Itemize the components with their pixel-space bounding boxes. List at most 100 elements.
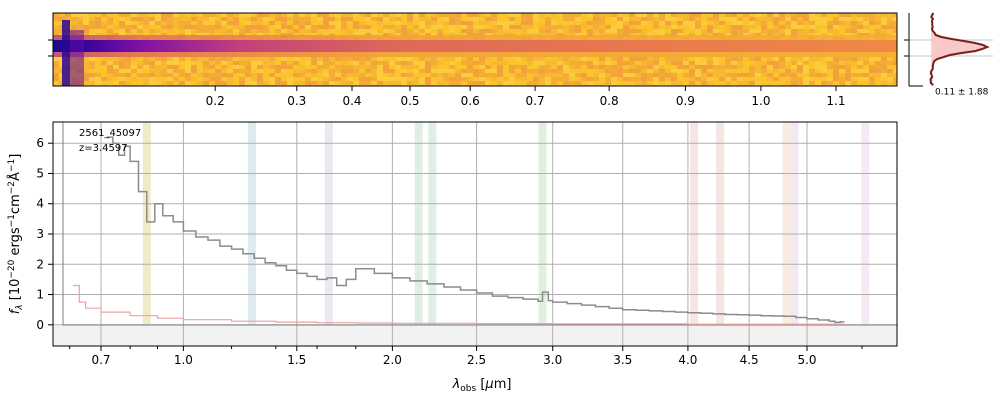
noise-cell bbox=[731, 61, 737, 65]
noise-cell bbox=[713, 73, 719, 77]
noise-cell bbox=[329, 25, 335, 29]
noise-cell bbox=[515, 77, 521, 81]
noise-cell bbox=[695, 65, 701, 69]
noise-cell bbox=[827, 69, 833, 73]
noise-cell bbox=[245, 25, 251, 29]
line-band-10 bbox=[861, 122, 870, 325]
noise-cell bbox=[533, 77, 539, 81]
noise-cell bbox=[809, 65, 815, 69]
noise-cell bbox=[497, 65, 503, 69]
noise-cell bbox=[455, 13, 461, 17]
noise-cell bbox=[857, 77, 863, 81]
noise-cell bbox=[605, 65, 611, 69]
noise-cell bbox=[713, 17, 719, 21]
noise-cell bbox=[611, 61, 617, 65]
noise-cell bbox=[233, 25, 239, 29]
noise-cell bbox=[473, 65, 479, 69]
noise-cell bbox=[227, 57, 233, 61]
noise-cell bbox=[659, 77, 665, 81]
noise-cell bbox=[863, 17, 869, 21]
noise-cell bbox=[521, 29, 527, 33]
noise-cell bbox=[593, 13, 599, 17]
noise-cell bbox=[467, 21, 473, 25]
noise-cell bbox=[575, 21, 581, 25]
noise-cell bbox=[209, 61, 215, 65]
noise-cell bbox=[131, 61, 137, 65]
noise-cell bbox=[251, 77, 257, 81]
noise-cell bbox=[203, 61, 209, 65]
noise-cell bbox=[617, 61, 623, 65]
noise-cell bbox=[257, 57, 263, 61]
noise-cell bbox=[827, 61, 833, 65]
noise-cell bbox=[569, 69, 575, 73]
noise-cell bbox=[83, 81, 89, 85]
noise-cell bbox=[371, 57, 377, 61]
noise-cell bbox=[659, 65, 665, 69]
noise-cell bbox=[857, 81, 863, 85]
noise-cell bbox=[641, 65, 647, 69]
noise-cell bbox=[341, 29, 347, 33]
noise-cell bbox=[887, 21, 893, 25]
noise-cell bbox=[245, 17, 251, 21]
noise-cell bbox=[473, 13, 479, 17]
noise-cell bbox=[311, 61, 317, 65]
noise-cell bbox=[479, 57, 485, 61]
noise-cell bbox=[755, 65, 761, 69]
noise-cell bbox=[473, 61, 479, 65]
noise-cell bbox=[275, 17, 281, 21]
noise-cell bbox=[629, 17, 635, 21]
noise-cell bbox=[419, 29, 425, 33]
noise-cell bbox=[341, 21, 347, 25]
noise-cell bbox=[713, 21, 719, 25]
noise-cell bbox=[713, 65, 719, 69]
noise-cell bbox=[311, 69, 317, 73]
noise-cell bbox=[425, 29, 431, 33]
noise-cell bbox=[833, 61, 839, 65]
noise-cell bbox=[695, 57, 701, 61]
noise-cell bbox=[773, 61, 779, 65]
noise-cell bbox=[863, 65, 869, 69]
noise-cell bbox=[761, 17, 767, 21]
noise-cell bbox=[761, 65, 767, 69]
noise-cell bbox=[827, 21, 833, 25]
noise-cell bbox=[719, 65, 725, 69]
noise-cell bbox=[491, 29, 497, 33]
noise-cell bbox=[881, 73, 887, 77]
noise-cell bbox=[251, 25, 257, 29]
noise-cell bbox=[125, 13, 131, 17]
noise-cell bbox=[533, 13, 539, 17]
noise-cell bbox=[593, 61, 599, 65]
noise-cell bbox=[431, 21, 437, 25]
noise-cell bbox=[281, 61, 287, 65]
noise-cell bbox=[605, 73, 611, 77]
noise-cell bbox=[695, 17, 701, 21]
noise-cell bbox=[887, 81, 893, 85]
noise-cell bbox=[191, 25, 197, 29]
noise-cell bbox=[827, 17, 833, 21]
noise-cell bbox=[233, 61, 239, 65]
noise-cell bbox=[731, 69, 737, 73]
noise-cell bbox=[593, 29, 599, 33]
noise-cell bbox=[359, 29, 365, 33]
noise-cell bbox=[581, 17, 587, 21]
noise-cell bbox=[587, 81, 593, 85]
noise-cell bbox=[461, 69, 467, 73]
noise-cell bbox=[575, 29, 581, 33]
y-tick-label-1: 1 bbox=[36, 288, 44, 302]
noise-cell bbox=[155, 17, 161, 21]
noise-cell bbox=[575, 65, 581, 69]
noise-cell bbox=[875, 61, 881, 65]
noise-cell bbox=[341, 73, 347, 77]
noise-cell bbox=[677, 57, 683, 61]
noise-cell bbox=[389, 65, 395, 69]
noise-cell bbox=[101, 25, 107, 29]
noise-cell bbox=[365, 73, 371, 77]
noise-cell bbox=[803, 21, 809, 25]
noise-cell bbox=[803, 29, 809, 33]
noise-cell bbox=[197, 77, 203, 81]
noise-cell bbox=[443, 57, 449, 61]
noise-cell bbox=[263, 81, 269, 85]
noise-cell bbox=[599, 73, 605, 77]
noise-cell bbox=[479, 17, 485, 21]
noise-cell bbox=[233, 69, 239, 73]
